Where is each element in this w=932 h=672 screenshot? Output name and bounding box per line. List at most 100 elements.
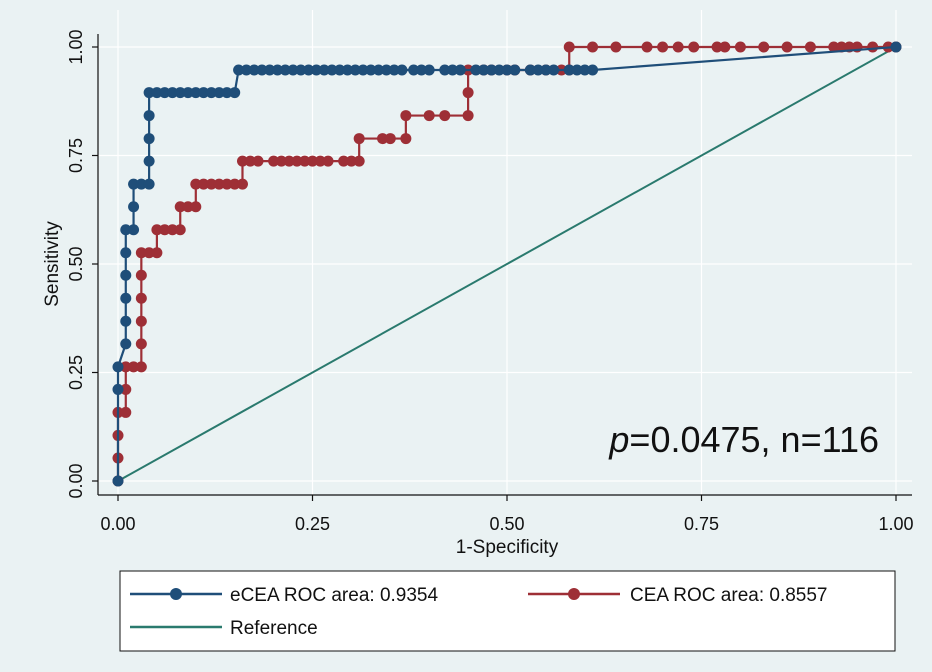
data-point-ecea xyxy=(318,64,330,76)
data-point-ecea xyxy=(524,64,536,76)
data-point-cea xyxy=(244,155,256,167)
data-point-ecea xyxy=(408,64,420,76)
data-point-ecea xyxy=(213,87,225,99)
data-point-cea xyxy=(166,224,178,236)
data-point-ecea xyxy=(221,87,233,99)
data-point-cea xyxy=(268,155,280,167)
data-point-cea xyxy=(120,383,132,395)
data-point-cea xyxy=(781,41,793,53)
data-point-ecea xyxy=(112,475,124,487)
data-point-cea xyxy=(182,201,194,213)
legend-box xyxy=(119,570,896,652)
data-point-cea xyxy=(221,178,233,190)
data-point-ecea xyxy=(396,64,408,76)
data-point-ecea xyxy=(423,64,435,76)
data-point-cea xyxy=(283,155,295,167)
data-point-cea xyxy=(462,110,474,122)
data-point-ecea xyxy=(563,64,575,76)
data-point-cea xyxy=(462,87,474,99)
data-point-cea xyxy=(711,41,723,53)
data-point-cea xyxy=(174,224,186,236)
data-point-cea xyxy=(159,224,171,236)
data-point-cea xyxy=(135,292,147,304)
legend-reference-label: Reference xyxy=(230,618,318,639)
data-point-cea xyxy=(174,201,186,213)
data-point-ecea xyxy=(256,64,268,76)
data-point-ecea xyxy=(279,64,291,76)
data-point-cea xyxy=(198,178,210,190)
data-point-cea xyxy=(867,41,879,53)
data-point-cea xyxy=(400,133,412,145)
data-point-cea xyxy=(758,41,770,53)
data-point-ecea xyxy=(303,64,315,76)
data-point-ecea xyxy=(380,64,392,76)
x-tick-label: 0.75 xyxy=(684,514,719,534)
data-point-cea xyxy=(135,338,147,350)
data-point-ecea xyxy=(120,338,132,350)
series-layer xyxy=(112,41,902,487)
data-point-cea xyxy=(307,155,318,167)
data-point-ecea xyxy=(493,64,505,76)
data-point-cea xyxy=(205,178,217,190)
data-point-cea xyxy=(439,110,451,122)
series-line-reference xyxy=(117,46,897,482)
data-point-cea xyxy=(151,224,163,236)
x-axis-title: 1-Specificity xyxy=(456,537,559,558)
data-point-ecea xyxy=(342,64,354,76)
data-point-cea xyxy=(135,361,147,373)
data-point-cea xyxy=(719,41,731,53)
data-point-ecea xyxy=(485,64,497,76)
data-point-cea xyxy=(734,41,746,53)
data-point-cea xyxy=(338,155,350,167)
data-point-ecea xyxy=(174,87,186,99)
data-point-cea xyxy=(353,133,365,145)
data-point-cea xyxy=(236,178,248,190)
data-point-ecea xyxy=(548,64,560,76)
data-point-cea xyxy=(120,361,132,373)
data-point-ecea xyxy=(357,64,369,76)
y-ticks: 0.00 0.25 0.50 0.75 1.00 xyxy=(66,29,98,499)
data-point-cea xyxy=(377,133,389,145)
data-point-ecea xyxy=(373,64,385,76)
data-point-cea xyxy=(229,178,241,190)
data-point-cea xyxy=(804,41,816,53)
y-tick-label: 0.00 xyxy=(66,463,86,498)
data-point-cea xyxy=(836,41,848,53)
data-point-ecea xyxy=(159,87,171,99)
data-point-ecea xyxy=(415,64,427,76)
data-point-ecea xyxy=(310,64,322,76)
data-point-ecea xyxy=(128,178,140,190)
data-point-cea xyxy=(275,155,287,167)
data-point-ecea xyxy=(532,64,544,76)
data-point-ecea xyxy=(143,133,155,145)
data-point-ecea xyxy=(540,64,552,76)
y-tick-label: 0.25 xyxy=(66,355,86,390)
series-reference xyxy=(117,46,897,482)
data-point-cea xyxy=(400,110,412,122)
data-point-cea xyxy=(291,155,303,167)
data-point-ecea xyxy=(295,64,307,76)
data-point-ecea xyxy=(128,224,140,236)
y-tick-label: 0.50 xyxy=(66,246,86,281)
data-point-cea xyxy=(587,41,599,53)
y-tick-label: 1.00 xyxy=(66,29,86,64)
data-point-ecea xyxy=(447,64,459,76)
x-tick-label: 0.00 xyxy=(100,514,135,534)
data-point-ecea xyxy=(120,247,132,259)
data-point-ecea xyxy=(143,178,155,190)
data-point-ecea xyxy=(334,64,346,76)
data-point-ecea xyxy=(365,64,377,76)
data-point-cea xyxy=(236,155,248,167)
data-point-ecea xyxy=(248,64,260,76)
series-ecea xyxy=(112,41,902,487)
data-point-cea xyxy=(563,41,575,53)
y-axis-title: Sensitivity xyxy=(42,221,63,307)
data-point-ecea xyxy=(120,269,132,281)
data-point-ecea xyxy=(579,64,591,76)
data-point-cea xyxy=(322,155,334,167)
data-point-ecea xyxy=(120,292,132,304)
x-tick-label: 0.25 xyxy=(295,514,330,534)
data-point-cea xyxy=(190,201,202,213)
annotation-italic: p xyxy=(608,419,629,460)
